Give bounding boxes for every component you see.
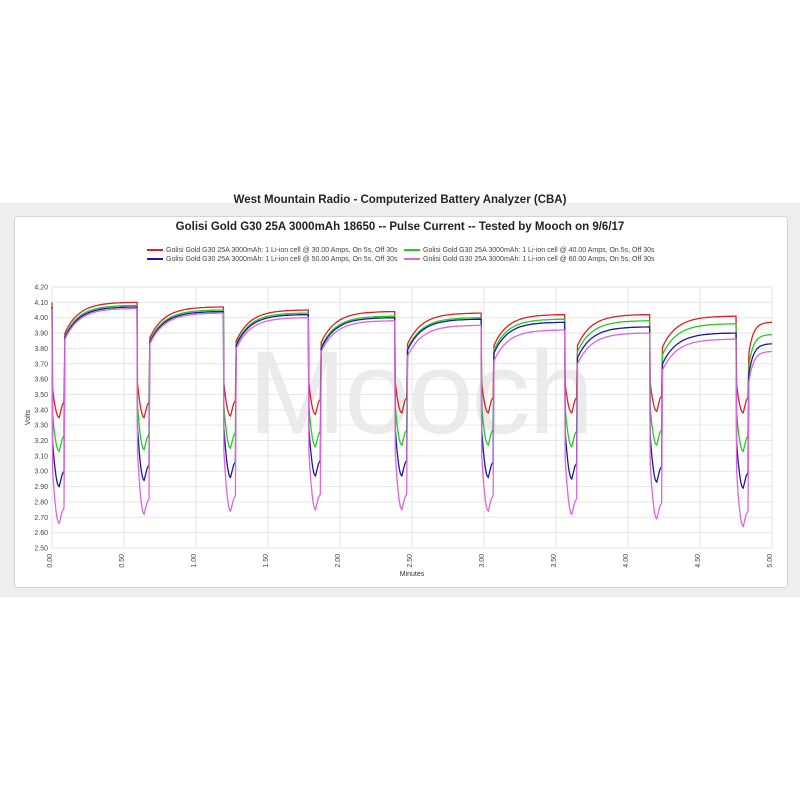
y-axis-label: Volts: [25, 409, 32, 425]
y-tick-label: 3.50: [34, 392, 48, 399]
legend-item: Golisi Gold G30 25A 3000mAh: 1 Li-ion ce…: [147, 247, 398, 254]
y-tick-label: 3.10: [34, 453, 48, 460]
legend-label: Golisi Gold G30 25A 3000mAh: 1 Li-ion ce…: [166, 247, 398, 254]
legend-label: Golisi Gold G30 25A 3000mAh: 1 Li-ion ce…: [423, 256, 655, 263]
x-tick-label: 2.00: [335, 554, 342, 568]
series-line-1: [51, 301, 773, 419]
series-line-4: [51, 307, 772, 528]
y-tick-label: 4.10: [34, 300, 48, 307]
x-tick-label: 5.00: [767, 554, 774, 568]
legend-label: Golisi Gold G30 25A 3000mAh: 1 Li-ion ce…: [423, 247, 655, 254]
legend-swatch: [404, 249, 420, 252]
x-tick-label: 1.50: [263, 554, 270, 568]
legend-swatch: [404, 258, 420, 261]
x-tick-label: 4.50: [695, 554, 702, 568]
y-tick-label: 3.30: [34, 423, 48, 430]
legend-swatch: [147, 249, 163, 252]
y-tick-label: 3.90: [34, 331, 48, 338]
y-tick-label: 2.90: [34, 484, 48, 491]
y-tick-label: 2.60: [34, 530, 48, 537]
x-tick-label: 2.50: [407, 554, 414, 568]
y-tick-label: 3.60: [34, 377, 48, 384]
x-tick-label: 1.00: [191, 554, 198, 568]
y-tick-label: 3.20: [34, 438, 48, 445]
y-tick-label: 3.00: [34, 469, 48, 476]
chart-subtitle: Golisi Gold G30 25A 3000mAh 18650 -- Pul…: [175, 221, 625, 233]
watermark: Mooch: [248, 327, 594, 459]
legend-swatch: [147, 258, 163, 261]
y-tick-label: 2.80: [34, 499, 48, 506]
legend-item: Golisi Gold G30 25A 3000mAh: 1 Li-ion ce…: [147, 256, 398, 263]
y-tick-label: 4.20: [34, 285, 48, 292]
y-tick-label: 4.00: [34, 315, 48, 322]
y-tick-label: 2.70: [34, 515, 48, 522]
legend-item: Golisi Gold G30 25A 3000mAh: 1 Li-ion ce…: [404, 256, 655, 263]
legend-label: Golisi Gold G30 25A 3000mAh: 1 Li-ion ce…: [166, 256, 398, 263]
y-tick-label: 3.40: [34, 407, 48, 414]
y-tick-label: 3.70: [34, 361, 48, 368]
x-tick-label: 4.00: [623, 554, 630, 568]
x-tick-label: 3.50: [551, 554, 558, 568]
y-tick-label: 3.80: [34, 346, 48, 353]
x-tick-label: 3.00: [479, 554, 486, 568]
legend-item: Golisi Gold G30 25A 3000mAh: 1 Li-ion ce…: [404, 247, 655, 254]
series-line-3: [51, 306, 773, 490]
y-tick-label: 2.50: [34, 546, 48, 553]
x-axis-label: Minutes: [400, 571, 425, 578]
chart-title: West Mountain Radio - Computerized Batte…: [233, 194, 567, 206]
series-line-2: [51, 304, 772, 453]
x-tick-label: 0.00: [47, 554, 54, 568]
x-tick-label: 0.50: [119, 554, 126, 568]
